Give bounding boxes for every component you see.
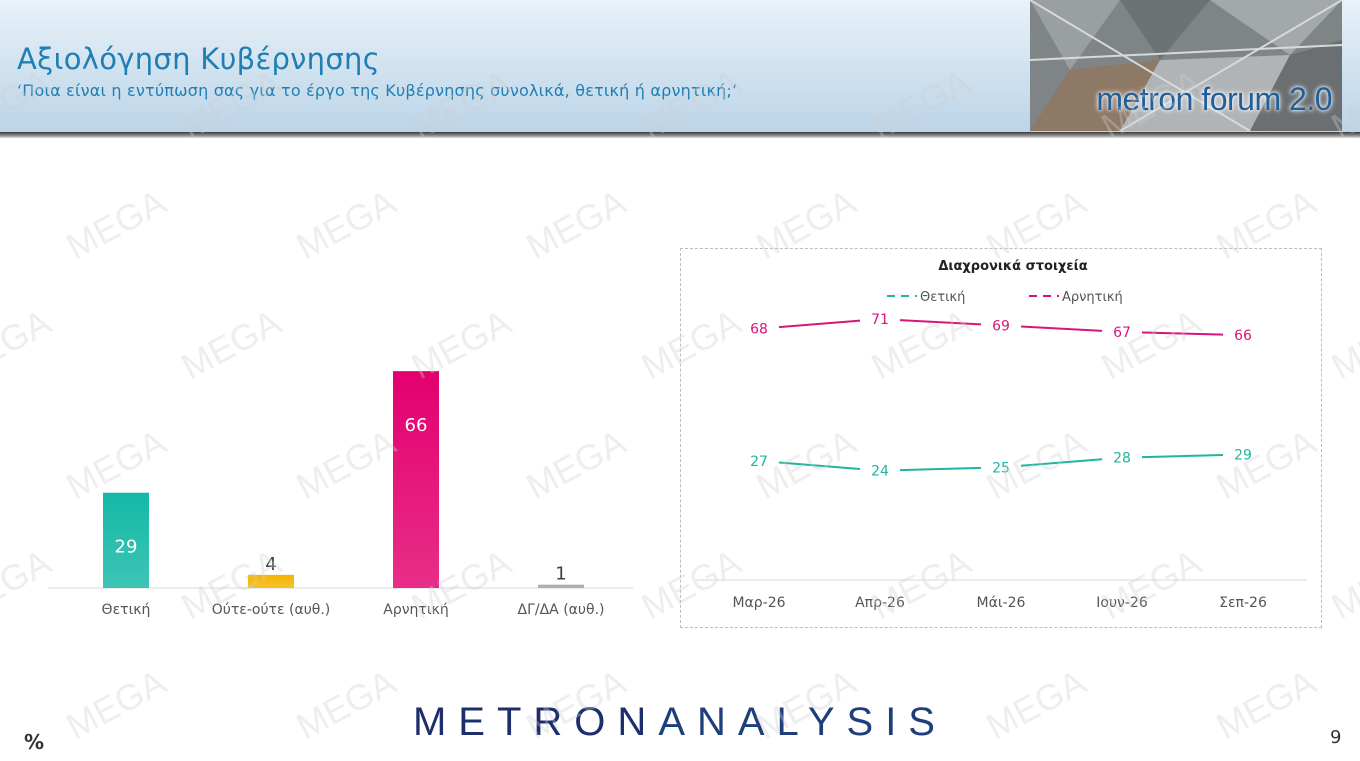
bar-value-label: 29	[115, 537, 138, 558]
watermark-text: MEGA	[290, 181, 403, 267]
trend-point-label: 69	[992, 318, 1010, 334]
page-number: 9	[1330, 727, 1342, 748]
trend-point-label: 66	[1234, 328, 1252, 344]
trend-point-label: 28	[1113, 451, 1131, 467]
header-divider	[0, 132, 1360, 138]
bar-2	[393, 371, 439, 588]
watermark-text: MEGA	[520, 181, 633, 267]
trend-series-line	[778, 319, 1224, 336]
brand-word-metron: METRON	[412, 700, 659, 744]
bar-value-label: 66	[405, 415, 428, 436]
bar-chart: 29 Θετική 4 Ούτε-ούτε (αυθ.) 66 Αρνητική 1 ΔΓ/Δ…	[48, 371, 633, 618]
bar-3	[538, 584, 584, 588]
trend-chart-title: Διαχρονικά στοιχεία	[938, 259, 1087, 274]
trend-chart-panel: Διαχρονικά στοιχεία Θετική Αρνητική Μαρ-26 Α…	[680, 248, 1322, 628]
bar-category-label: Ούτε-ούτε (αυθ.)	[212, 602, 331, 618]
unit-label: %	[24, 730, 45, 754]
watermark-text: MEGA	[1325, 301, 1360, 387]
bar-1	[248, 574, 294, 588]
trend-x-tick-label: Μάι-26	[977, 595, 1026, 611]
page-title: Αξιολόγηση Κυβέρνησης	[17, 42, 381, 76]
trend-point-label: 67	[1113, 325, 1131, 341]
trend-point-label: 68	[750, 322, 768, 338]
bar-value-label: 4	[265, 554, 276, 575]
logo-background-image	[1030, 0, 1342, 131]
trend-point-label: 71	[871, 312, 889, 328]
page-subtitle: ‘Ποια είναι η εντύπωση σας για το έργο τ…	[17, 81, 738, 100]
trend-point-label: 29	[1234, 447, 1252, 463]
metron-analysis-brand: METRONANALYSIS	[0, 700, 1360, 745]
trend-x-tick-label: Μαρ-26	[732, 595, 785, 611]
trend-point-label: 25	[992, 460, 1010, 476]
trend-x-tick-label: Ιουν-26	[1096, 595, 1148, 611]
bar-0	[103, 492, 149, 588]
trend-x-tick-label: Σεπ-26	[1219, 595, 1267, 611]
trend-series-line	[778, 454, 1224, 472]
trend-line-chart: Διαχρονικά στοιχεία Θετική Αρνητική Μαρ-26 Α…	[696, 259, 1307, 611]
logo-text: metron forum 2.0	[1096, 81, 1332, 117]
legend-label: Αρνητική	[1062, 290, 1123, 305]
watermark-text: MEGA	[60, 181, 173, 267]
trend-x-tick-label: Απρ-26	[855, 595, 905, 611]
trend-point-label: 24	[871, 464, 889, 480]
watermark-text: MEGA	[1325, 541, 1360, 627]
trend-point-label: 27	[750, 454, 768, 470]
bar-category-label: Θετική	[102, 602, 151, 618]
bar-value-label: 1	[555, 564, 566, 585]
brand-word-analysis: ANALYSIS	[658, 700, 947, 744]
legend-label: Θετική	[920, 290, 965, 305]
bar-category-label: ΔΓ/ΔΑ (αυθ.)	[518, 602, 605, 618]
metron-forum-logo: metron forum 2.0	[1030, 0, 1342, 131]
bar-category-label: Αρνητική	[383, 602, 448, 618]
